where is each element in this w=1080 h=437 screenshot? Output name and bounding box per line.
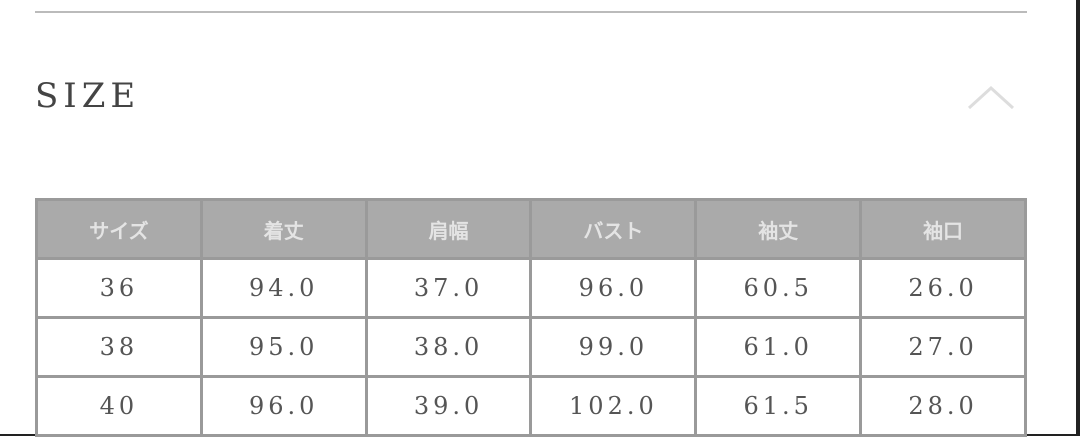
divider [35,11,1027,13]
column-header: 着丈 [199,198,368,260]
column-header: 袖丈 [694,198,863,260]
table-cell: 27.0 [859,316,1027,378]
table-cell: 37.0 [364,257,533,319]
table-cell: 26.0 [859,257,1027,319]
table-row: 40 96.0 39.0 102.0 61.5 28.0 [35,375,1027,437]
column-header: 肩幅 [364,198,533,260]
table-cell: 60.5 [694,257,863,319]
table-cell: 61.0 [694,316,863,378]
table-cell: 40 [35,375,203,437]
table-cell: 95.0 [199,316,368,378]
table-cell: 96.0 [199,375,368,437]
section-title: SIZE [35,76,141,116]
table-header-row: サイズ 着丈 肩幅 バスト 袖丈 袖口 [35,198,1027,260]
column-header: バスト [529,198,698,260]
table-cell: 38.0 [364,316,533,378]
table-row: 36 94.0 37.0 96.0 60.5 26.0 [35,257,1027,319]
table-cell: 96.0 [529,257,698,319]
table-cell: 99.0 [529,316,698,378]
table-cell: 94.0 [199,257,368,319]
chevron-up-icon[interactable] [966,82,1016,112]
table-cell: 28.0 [859,375,1027,437]
table-cell: 36 [35,257,203,319]
table-cell: 39.0 [364,375,533,437]
column-header: サイズ [35,198,203,260]
column-header: 袖口 [859,198,1027,260]
table-cell: 38 [35,316,203,378]
table-cell: 61.5 [694,375,863,437]
size-table: サイズ 着丈 肩幅 バスト 袖丈 袖口 36 94.0 37.0 96.0 60.5 26.0 38 9… [35,198,1027,437]
table-row: 38 95.0 38.0 99.0 61.0 27.0 [35,316,1027,378]
table-cell: 102.0 [529,375,698,437]
